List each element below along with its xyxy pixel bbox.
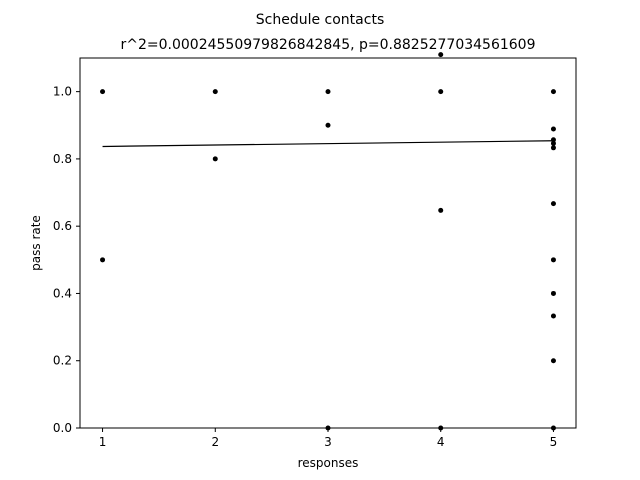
data-point	[212, 156, 218, 162]
y-tick-label: 1.0	[53, 85, 72, 99]
data-point	[550, 137, 556, 143]
y-tick-label: 0.4	[53, 286, 72, 300]
data-points	[100, 52, 556, 431]
x-axis: 1 2 3 4 5	[99, 428, 558, 449]
data-point	[212, 89, 218, 95]
data-point	[438, 52, 444, 58]
plot-area	[79, 57, 577, 429]
data-point	[550, 126, 556, 132]
x-tick-label: 2	[211, 435, 219, 449]
x-tick-label: 5	[550, 435, 558, 449]
data-point	[550, 425, 556, 431]
data-point	[325, 122, 331, 128]
data-point	[550, 313, 556, 319]
y-axis: 0.0 0.2 0.4 0.6 0.8 1.0	[53, 85, 80, 435]
data-point	[550, 89, 556, 95]
data-point	[550, 290, 556, 296]
y-tick-label: 0.0	[53, 421, 72, 435]
data-point	[438, 207, 444, 213]
y-tick-label: 0.6	[53, 219, 72, 233]
data-point	[438, 425, 444, 431]
data-point	[325, 425, 331, 431]
data-point	[438, 89, 444, 95]
y-tick-label: 0.8	[53, 152, 72, 166]
data-point	[550, 201, 556, 207]
regression-line-group	[102, 140, 554, 148]
data-point	[550, 145, 556, 151]
x-axis-label: responses	[298, 456, 359, 470]
x-tick-label: 1	[99, 435, 107, 449]
data-point	[100, 257, 106, 263]
data-point	[550, 358, 556, 364]
chart-title: Schedule contacts	[256, 12, 384, 28]
x-tick-label: 4	[437, 435, 445, 449]
data-point	[100, 89, 106, 95]
y-axis-label: pass rate	[29, 215, 43, 271]
y-tick-label: 0.2	[53, 354, 72, 368]
regression-line	[102, 140, 554, 148]
x-tick-label: 3	[324, 435, 332, 449]
data-point	[550, 140, 556, 146]
chart-subtitle: r^2=0.00024550979826842845, p=0.88252770…	[120, 37, 535, 53]
data-point	[325, 89, 331, 95]
data-point	[550, 257, 556, 263]
